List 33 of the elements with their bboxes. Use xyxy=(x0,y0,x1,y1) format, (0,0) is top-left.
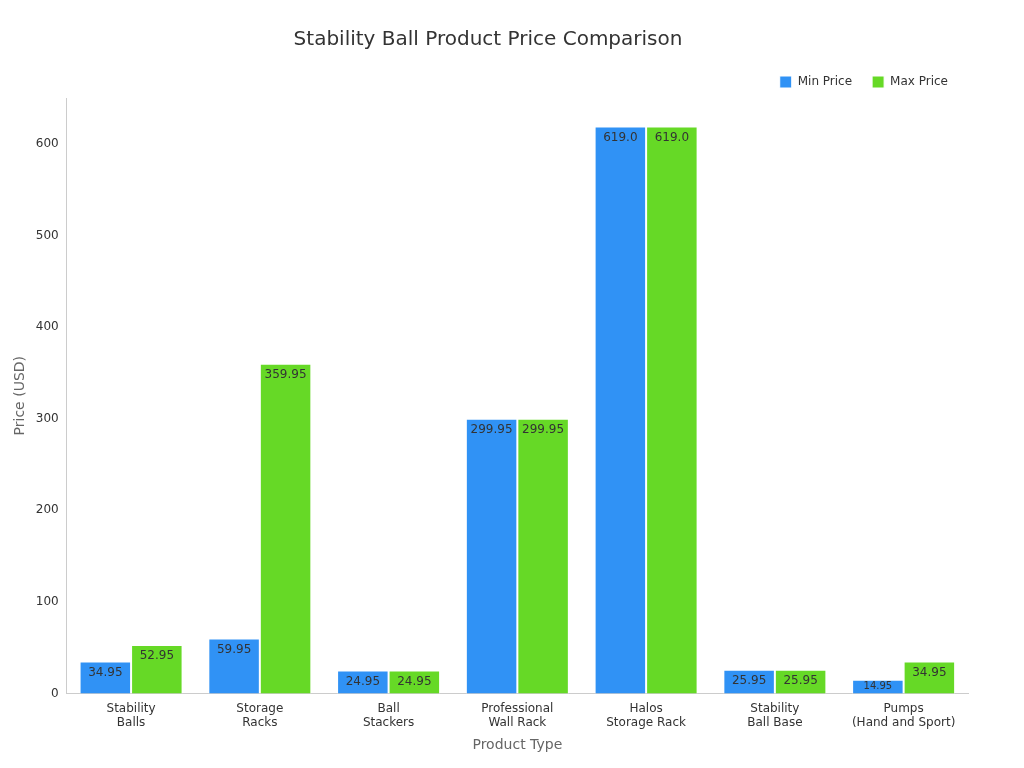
x-tick-label: Professional Wall Rack xyxy=(481,700,554,730)
legend-label: Min Price xyxy=(797,74,853,89)
data-label: 34.95 xyxy=(88,664,123,679)
data-label: 14.95 xyxy=(863,680,893,692)
y-tick-label: 400 xyxy=(35,319,59,334)
legend-label: Max Price xyxy=(890,74,949,89)
data-label: 34.95 xyxy=(912,664,947,679)
data-label: 299.95 xyxy=(522,421,565,436)
data-label: 24.95 xyxy=(345,673,381,688)
x-tick-label: Storage Racks xyxy=(236,700,284,730)
y-tick-label: 600 xyxy=(35,135,59,150)
y-axis-title: Price (USD) xyxy=(11,355,28,436)
chart-title: Stability Ball Product Price Comparison xyxy=(293,26,683,51)
y-tick-label: 300 xyxy=(35,410,59,425)
data-label: 25.95 xyxy=(783,672,818,687)
x-tick-label: Ball Stackers xyxy=(362,700,415,730)
data-label: 619.0 xyxy=(654,129,690,144)
y-tick-label: 0 xyxy=(51,685,59,700)
data-label: 52.95 xyxy=(139,648,175,663)
x-axis-title: Product Type xyxy=(472,736,563,753)
x-tick-label: Pumps (Hand and Sport) xyxy=(851,700,956,730)
data-label: 25.95 xyxy=(731,672,767,687)
x-tick-label: Stability Ball Base xyxy=(747,700,803,730)
data-label: 359.95 xyxy=(264,366,307,381)
x-tick-label: Halos Storage Rack xyxy=(606,700,687,730)
data-label: 59.95 xyxy=(216,641,252,656)
data-label: 299.95 xyxy=(470,421,513,436)
data-label: 24.95 xyxy=(397,673,432,688)
x-tick-label: Stability Balls xyxy=(106,700,156,730)
y-tick-label: 500 xyxy=(35,227,59,242)
y-tick-label: 100 xyxy=(35,593,59,608)
y-tick-label: 200 xyxy=(35,502,59,517)
data-label: 619.0 xyxy=(603,129,638,144)
